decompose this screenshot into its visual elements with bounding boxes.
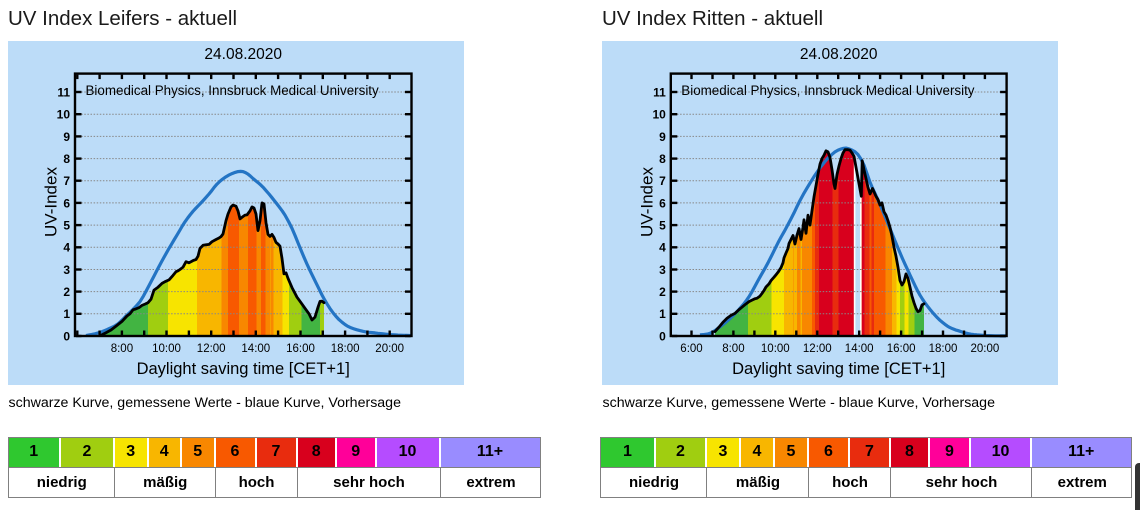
svg-text:7: 7 [659, 174, 666, 188]
svg-text:16:00: 16:00 [887, 343, 916, 355]
svg-text:20:00: 20:00 [375, 343, 404, 355]
svg-text:Biomedical Physics, Innsbruck: Biomedical Physics, Innsbruck Medical Un… [681, 83, 975, 98]
svg-text:8: 8 [63, 152, 70, 166]
svg-text:4: 4 [63, 241, 70, 255]
svg-text:11: 11 [57, 85, 70, 99]
svg-text:7: 7 [63, 174, 70, 188]
svg-text:8: 8 [659, 152, 666, 166]
svg-text:6: 6 [63, 196, 70, 210]
svg-text:2: 2 [659, 285, 666, 299]
svg-text:20:00: 20:00 [971, 343, 1000, 355]
svg-text:3: 3 [63, 263, 70, 277]
svg-text:Daylight saving time [CET+1]: Daylight saving time [CET+1] [137, 360, 350, 378]
svg-text:0: 0 [659, 329, 666, 343]
svg-text:12:00: 12:00 [803, 343, 832, 355]
svg-text:14:00: 14:00 [241, 343, 270, 355]
svg-text:9: 9 [63, 130, 70, 144]
svg-text:4: 4 [659, 241, 666, 255]
svg-text:10: 10 [57, 108, 71, 122]
svg-text:Daylight saving time [CET+1]: Daylight saving time [CET+1] [732, 360, 945, 378]
svg-text:18:00: 18:00 [331, 343, 360, 355]
svg-text:3: 3 [659, 263, 666, 277]
svg-text:5: 5 [63, 219, 70, 233]
svg-text:24.08.2020: 24.08.2020 [800, 46, 878, 63]
svg-text:1: 1 [63, 307, 70, 321]
svg-text:1: 1 [659, 307, 666, 321]
svg-text:2: 2 [63, 285, 70, 299]
svg-text:UV-Index: UV-Index [42, 167, 61, 237]
svg-text:12:00: 12:00 [197, 343, 226, 355]
svg-text:18:00: 18:00 [929, 343, 958, 355]
svg-text:6:00: 6:00 [680, 343, 702, 355]
svg-text:9: 9 [659, 130, 666, 144]
svg-text:Biomedical Physics, Innsbruck: Biomedical Physics, Innsbruck Medical Un… [86, 83, 380, 98]
svg-text:16:00: 16:00 [286, 343, 315, 355]
svg-text:0: 0 [63, 329, 70, 343]
svg-text:14:00: 14:00 [845, 343, 874, 355]
svg-text:8:00: 8:00 [111, 343, 133, 355]
svg-text:6: 6 [659, 196, 666, 210]
svg-text:10:00: 10:00 [761, 343, 790, 355]
svg-text:8:00: 8:00 [722, 343, 744, 355]
svg-text:5: 5 [659, 219, 666, 233]
svg-text:11: 11 [653, 85, 666, 99]
svg-text:UV-Index: UV-Index [637, 167, 656, 237]
svg-text:10: 10 [652, 108, 666, 122]
svg-text:10:00: 10:00 [152, 343, 181, 355]
svg-text:24.08.2020: 24.08.2020 [204, 46, 282, 63]
